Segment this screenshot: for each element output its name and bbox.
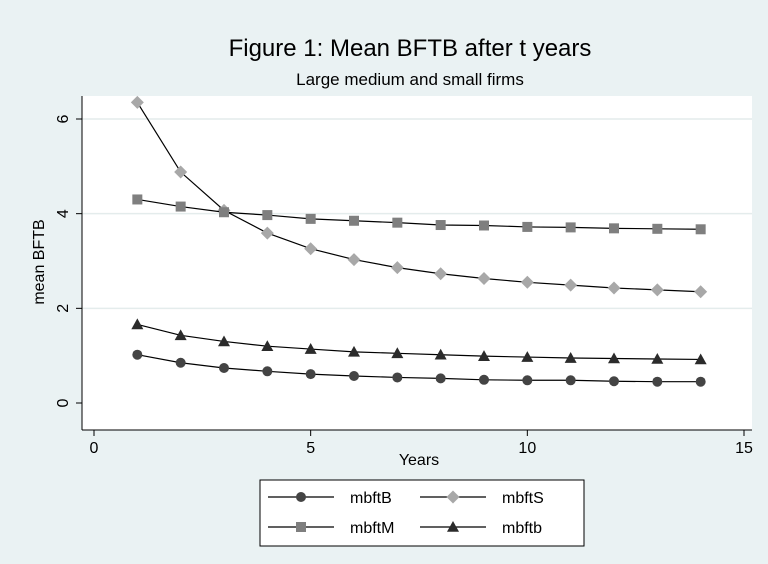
x-tick-label: 10	[518, 440, 536, 457]
legend-label: mbftS	[502, 490, 544, 507]
data-point	[435, 373, 446, 384]
data-point	[305, 213, 316, 224]
y-axis-title: mean BFTB	[31, 219, 48, 304]
data-point	[520, 275, 534, 289]
x-tick-label: 15	[735, 440, 753, 457]
data-point	[348, 345, 360, 357]
data-point	[434, 267, 448, 281]
data-point	[651, 352, 664, 364]
data-point	[392, 217, 403, 228]
data-point	[132, 194, 143, 205]
chart-title: Figure 1: Mean BFTB after t years	[229, 35, 592, 62]
y-tick-label: 4	[55, 209, 72, 218]
data-series	[130, 95, 708, 387]
data-point	[261, 340, 274, 351]
data-point	[522, 221, 533, 232]
series-mbftS	[130, 95, 708, 299]
chart-subtitle: Large medium and small firms	[296, 70, 524, 89]
data-point	[650, 283, 664, 297]
data-point	[175, 201, 186, 212]
series-line	[136, 102, 701, 293]
data-point	[479, 220, 489, 231]
data-point	[174, 165, 188, 179]
series-mbftB	[132, 349, 706, 387]
data-point	[609, 376, 619, 387]
data-point	[609, 223, 619, 234]
data-point	[565, 375, 576, 386]
data-point	[391, 347, 404, 359]
legend-marker	[446, 490, 460, 504]
data-point	[608, 352, 620, 364]
legend-label: mbftB	[350, 490, 392, 507]
series-line	[137, 323, 701, 361]
data-point	[262, 366, 273, 377]
legend-item: mbftM	[268, 520, 394, 537]
series-mbftM	[132, 194, 706, 235]
data-point	[349, 371, 359, 382]
legend-marker	[296, 522, 306, 532]
data-point	[347, 253, 361, 267]
data-point	[219, 362, 229, 373]
data-point	[477, 272, 491, 286]
legend-marker	[447, 521, 459, 532]
series-line	[137, 354, 701, 383]
data-point	[695, 224, 706, 235]
data-point	[304, 242, 318, 256]
axes: 0 2 4 6 0 5 10 15	[55, 96, 753, 457]
data-point	[304, 343, 317, 354]
plot-area	[82, 96, 752, 430]
data-point	[175, 357, 186, 368]
data-point	[260, 226, 274, 240]
data-point	[219, 207, 229, 218]
data-point	[434, 348, 447, 360]
y-tick-label: 2	[55, 304, 72, 313]
data-point	[218, 335, 230, 347]
legend: mbftB mbftS mbftM mbftb	[259, 479, 585, 547]
y-tick-label: 0	[55, 398, 72, 407]
grid-lines	[82, 118, 752, 310]
data-point	[349, 215, 359, 226]
data-point	[174, 329, 187, 341]
data-point	[652, 376, 663, 387]
data-point	[694, 285, 708, 299]
data-point	[565, 222, 576, 233]
x-tick-label: 0	[90, 440, 99, 457]
data-point	[694, 353, 707, 365]
data-point	[305, 369, 316, 380]
legend-box	[259, 479, 585, 547]
data-point	[130, 95, 144, 109]
legend-item: mbftB	[268, 490, 392, 507]
data-point	[131, 318, 144, 330]
data-point	[521, 351, 534, 362]
legend-label: mbftb	[502, 520, 542, 537]
data-point	[390, 261, 404, 275]
x-axis-title: Years	[399, 452, 439, 469]
legend-item: mbftS	[420, 490, 544, 507]
y-tick-label: 6	[55, 114, 72, 123]
legend-label: mbftM	[350, 520, 394, 537]
data-point	[435, 220, 446, 231]
series-mbftb	[131, 318, 707, 365]
data-point	[392, 372, 403, 383]
data-point	[607, 281, 621, 295]
data-point	[479, 374, 489, 385]
x-tick-label: 5	[306, 440, 315, 457]
legend-item: mbftb	[420, 520, 542, 537]
legend-marker	[296, 492, 306, 502]
data-point	[652, 223, 663, 234]
data-point	[695, 376, 706, 387]
data-point	[132, 349, 143, 360]
data-point	[564, 278, 578, 292]
data-point	[522, 375, 533, 386]
series-line	[137, 198, 701, 230]
data-point	[564, 352, 577, 363]
data-point	[478, 350, 490, 361]
data-point	[262, 210, 273, 221]
